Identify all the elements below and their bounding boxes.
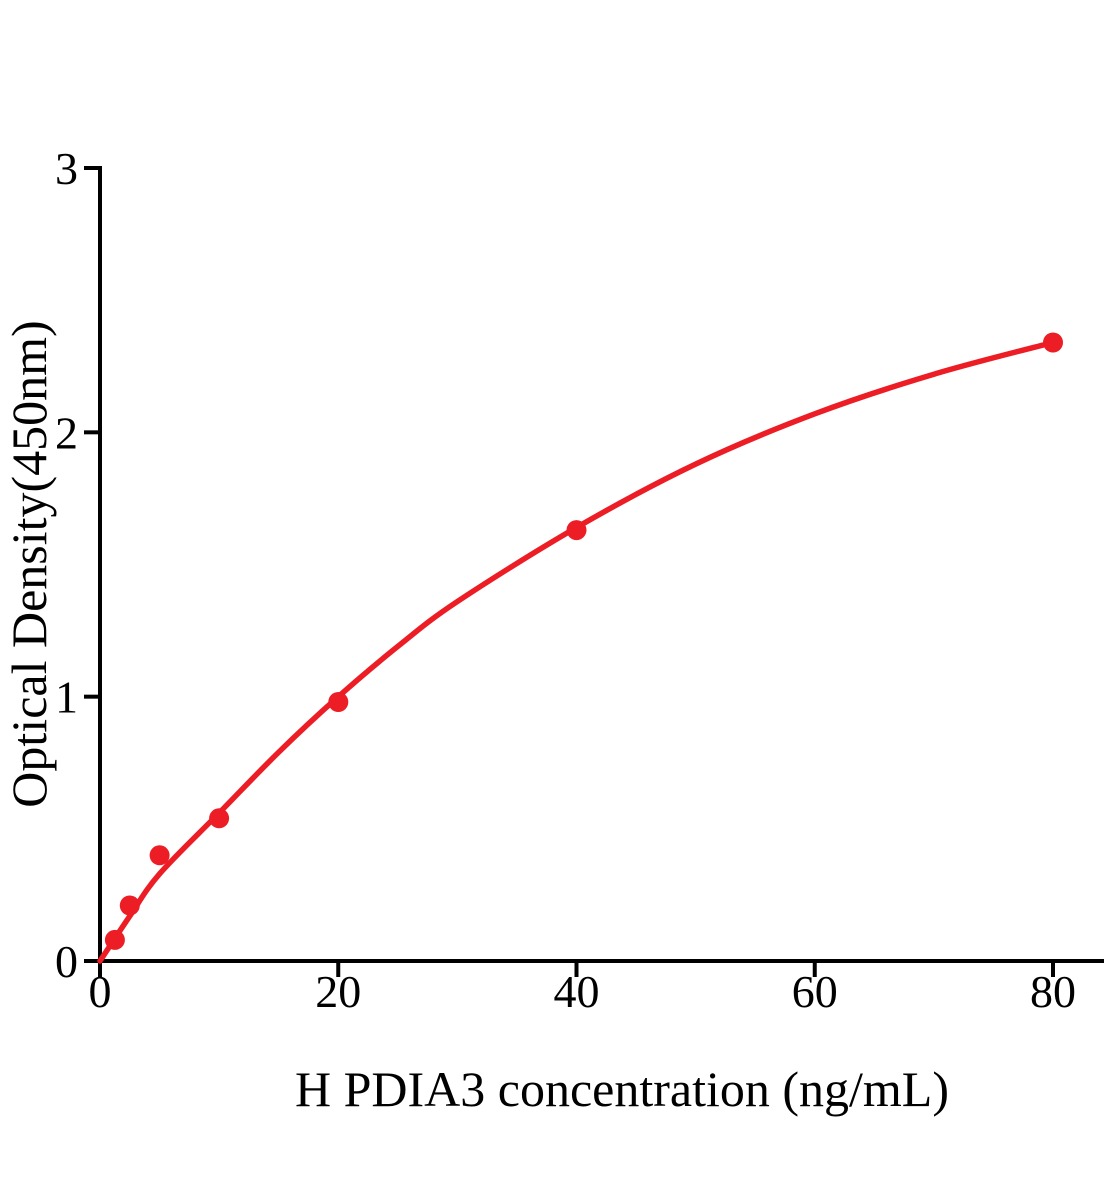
data-point: [119, 895, 140, 916]
data-point: [328, 692, 349, 712]
y-tick-label: 3: [55, 143, 78, 194]
y-axis-title: Optical Density(450nm): [1, 320, 57, 807]
x-tick-label: 60: [792, 966, 838, 1017]
data-point: [566, 520, 587, 541]
y-axis: 0 1 2 3: [55, 143, 102, 987]
y-tick-label: 1: [55, 672, 78, 723]
data-points: [104, 332, 1063, 950]
y-tick-label: 2: [55, 407, 78, 458]
data-point: [209, 808, 230, 829]
data-point: [1043, 332, 1063, 353]
x-tick-label: 20: [315, 966, 361, 1017]
fit-curve-path: [97, 339, 1056, 964]
fit-curve: [97, 339, 1056, 964]
x-tick-label: 40: [554, 966, 600, 1017]
data-point: [104, 929, 125, 950]
data-point: [149, 845, 170, 866]
y-tick-label: 0: [55, 936, 78, 987]
x-tick-label: 0: [89, 966, 112, 1017]
x-tick-label: 80: [1030, 966, 1076, 1017]
x-axis-title: H PDIA3 concentration (ng/mL): [295, 1061, 949, 1117]
x-axis: 0 20 40 60 80: [89, 959, 1104, 1017]
